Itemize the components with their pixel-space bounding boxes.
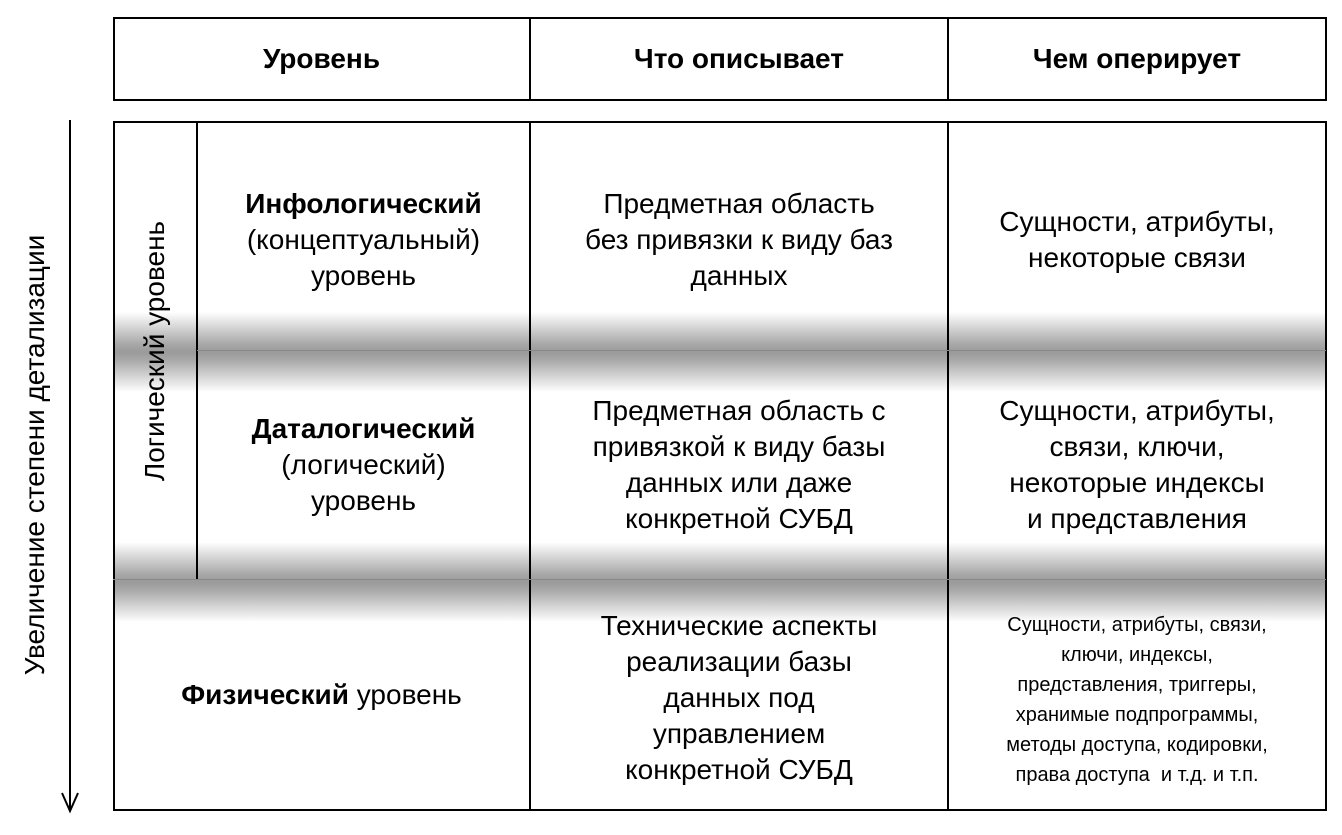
body-table xyxy=(113,121,1327,811)
header-table xyxy=(113,17,1327,101)
row-separator-shading xyxy=(113,542,1326,622)
header-operates: Чем оперирует xyxy=(1032,43,1242,74)
down-arrow-icon xyxy=(61,120,79,814)
operates-infological: Сущности, атрибуты, некоторые связи xyxy=(999,206,1275,273)
divider xyxy=(529,121,531,811)
operates-physical: Сущности, атрибуты, связи, ключи, индексы… xyxy=(1006,614,1268,786)
divider xyxy=(529,17,531,101)
describes-datalogical: Предметная область с привязкой к виду баз… xyxy=(592,395,886,534)
describes-infological: Предметная область без привязки к виду ба… xyxy=(584,188,894,291)
describes-physical: Технические аспекты реализации базы данных… xyxy=(600,609,878,785)
divider xyxy=(947,121,949,811)
divider xyxy=(113,579,1326,580)
level-datalogical: Даталогический (логический) уровень xyxy=(251,413,476,516)
operates-datalogical: Сущности, атрибуты, связи, ключи, некоторы… xyxy=(999,395,1275,534)
row-separator-shading xyxy=(113,312,1326,392)
divider xyxy=(947,17,949,101)
divider xyxy=(197,350,1326,351)
header-describes: Что описывает xyxy=(634,43,844,74)
header-level: Уровень xyxy=(262,43,381,74)
level-infological: Инфологический (концептуальный) уровень xyxy=(245,188,482,291)
level-physical: Физический уровень xyxy=(181,679,462,710)
